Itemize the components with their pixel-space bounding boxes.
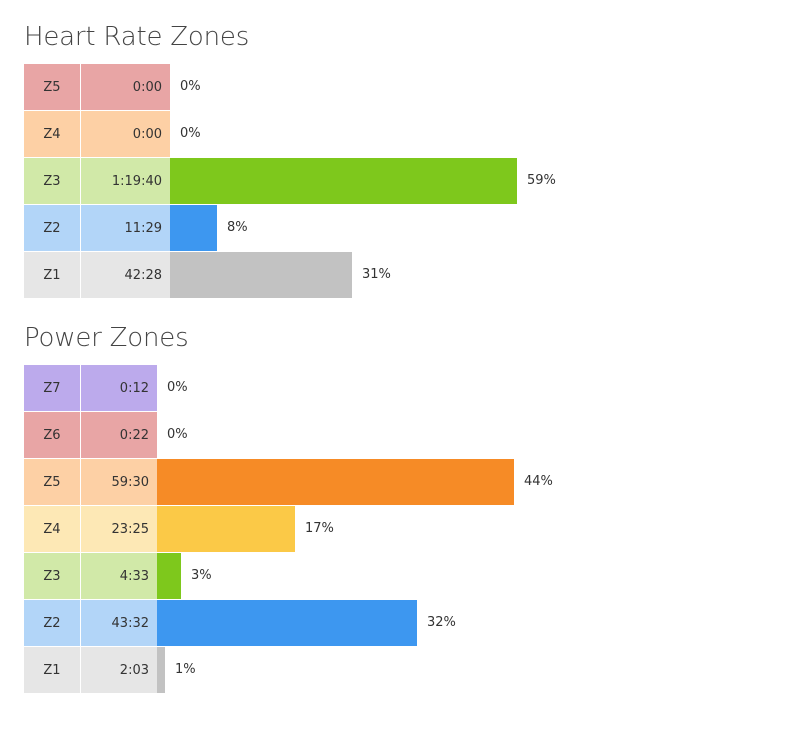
power-zone-bar-area: 0% <box>157 365 188 411</box>
power-zone-time: 0:12 <box>81 365 157 411</box>
power-zone-time: 23:25 <box>81 506 157 552</box>
heart-rate-zone-row: Z4 0:00 0% <box>24 111 249 157</box>
power-zone-time: 2:03 <box>81 647 157 693</box>
power-zone-time: 43:32 <box>81 600 157 646</box>
heart-rate-zone-row: Z1 42:28 31% <box>24 252 391 298</box>
power-zone-bar <box>157 600 417 646</box>
power-zone-percent: 0% <box>167 427 188 442</box>
heart-rate-zone-label: Z5 <box>24 64 80 110</box>
power-zone-bar <box>157 506 295 552</box>
heart-rate-zone-bar-area: 31% <box>170 252 391 298</box>
power-zone-bar-area: 0% <box>157 412 188 458</box>
power-zone-percent: 32% <box>427 615 456 630</box>
heart-rate-zone-percent: 31% <box>362 267 391 282</box>
heart-rate-zone-time: 1:19:40 <box>81 158 170 204</box>
heart-rate-zone-row: Z5 0:00 0% <box>24 64 249 110</box>
heart-rate-zone-bar-area: 0% <box>170 111 249 157</box>
power-zone-time: 59:30 <box>81 459 157 505</box>
heart-rate-zone-time: 11:29 <box>81 205 170 251</box>
power-zone-row: Z5 59:30 44% <box>24 459 553 505</box>
power-zone-row: Z6 0:22 0% <box>24 412 188 458</box>
power-zone-label: Z3 <box>24 553 80 599</box>
heart-rate-zone-percent: 0% <box>180 79 201 94</box>
heart-rate-zones-chart: Heart Rate Zones Z5 0:00 0% Z4 0:00 0% Z3 1:19:… <box>24 20 556 299</box>
heart-rate-zone-row: Z3 1:19:40 59% <box>24 158 556 204</box>
power-zone-bar-area: 1% <box>157 647 196 693</box>
power-zone-percent: 44% <box>524 474 553 489</box>
power-zone-label: Z2 <box>24 600 80 646</box>
power-zone-label: Z6 <box>24 412 80 458</box>
heart-rate-zone-time: 0:00 <box>81 111 170 157</box>
power-zone-label: Z4 <box>24 506 80 552</box>
power-zone-rows: Z7 0:12 0% Z6 0:22 0% Z5 59:30 44% Z4 23:25 17% Z3 4:… <box>24 365 553 693</box>
heart-rate-zone-time: 0:00 <box>81 64 170 110</box>
power-zone-bar <box>157 459 514 505</box>
power-zone-row: Z7 0:12 0% <box>24 365 188 411</box>
power-zone-bar-area: 32% <box>157 600 456 646</box>
power-zones-title: Power Zones <box>24 323 189 353</box>
power-zone-bar <box>157 553 181 599</box>
heart-rate-zones-title: Heart Rate Zones <box>24 22 250 52</box>
heart-rate-zone-rows: Z5 0:00 0% Z4 0:00 0% Z3 1:19:40 59% Z2 11:29 8% Z1 4… <box>24 64 556 298</box>
power-zone-row: Z2 43:32 32% <box>24 600 456 646</box>
heart-rate-zone-bar <box>170 158 517 204</box>
heart-rate-zone-label: Z3 <box>24 158 80 204</box>
heart-rate-zone-bar <box>170 205 217 251</box>
power-zone-time: 4:33 <box>81 553 157 599</box>
power-zone-label: Z5 <box>24 459 80 505</box>
heart-rate-zone-bar-area: 59% <box>170 158 556 204</box>
heart-rate-zone-percent: 0% <box>180 126 201 141</box>
heart-rate-zone-bar-area: 0% <box>170 64 249 110</box>
heart-rate-zone-label: Z1 <box>24 252 80 298</box>
power-zone-row: Z4 23:25 17% <box>24 506 334 552</box>
power-zone-label: Z7 <box>24 365 80 411</box>
heart-rate-zone-bar-area: 8% <box>170 205 249 251</box>
power-zone-percent: 0% <box>167 380 188 395</box>
power-zone-row: Z1 2:03 1% <box>24 647 196 693</box>
power-zone-percent: 17% <box>305 521 334 536</box>
heart-rate-zone-label: Z2 <box>24 205 80 251</box>
heart-rate-zone-bar <box>170 252 352 298</box>
power-zone-row: Z3 4:33 3% <box>24 553 212 599</box>
power-zone-time: 0:22 <box>81 412 157 458</box>
power-zone-percent: 1% <box>175 662 196 677</box>
power-zone-bar-area: 3% <box>157 553 212 599</box>
heart-rate-zone-percent: 8% <box>227 220 248 235</box>
heart-rate-zone-percent: 59% <box>527 173 556 188</box>
power-zone-percent: 3% <box>191 568 212 583</box>
power-zone-label: Z1 <box>24 647 80 693</box>
heart-rate-zone-label: Z4 <box>24 111 80 157</box>
power-zone-bar-area: 17% <box>157 506 334 552</box>
heart-rate-zone-time: 42:28 <box>81 252 170 298</box>
heart-rate-zone-row: Z2 11:29 8% <box>24 205 249 251</box>
power-zone-bar-area: 44% <box>157 459 553 505</box>
power-zone-bar <box>157 647 165 693</box>
power-zones-chart: Power Zones Z7 0:12 0% Z6 0:22 0% Z5 59:30 44% Z4… <box>24 321 553 694</box>
